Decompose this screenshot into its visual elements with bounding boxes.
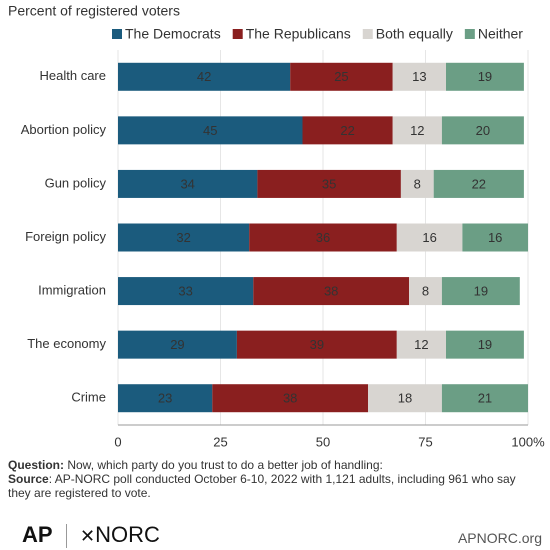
logo-norc-text: NORC: [95, 522, 160, 547]
logo-divider: [66, 524, 67, 548]
x-tick-label: 25: [213, 434, 227, 449]
value-label: 13: [412, 69, 426, 84]
logo-norc: ✕NORC: [80, 522, 160, 548]
value-label: 29: [170, 337, 184, 352]
value-label: 19: [474, 284, 488, 299]
legend-swatch: [112, 29, 122, 39]
legend-swatch: [232, 29, 243, 39]
source: Source: AP-NORC poll conducted October 6…: [8, 472, 538, 500]
legend-swatch: [464, 29, 475, 39]
source-label: Source: [8, 472, 49, 486]
logo-ap: AP: [22, 522, 53, 547]
bar-segment: [253, 277, 410, 306]
bar-segment: [302, 116, 393, 145]
bar-segment: [441, 384, 528, 413]
value-label: 38: [324, 284, 338, 299]
bar-segment: [441, 116, 524, 145]
bar-segment: [433, 169, 524, 198]
value-label: 23: [158, 391, 172, 406]
value-label: 42: [197, 69, 211, 84]
bar-segment: [446, 62, 524, 91]
value-label: 18: [398, 391, 412, 406]
value-label: 25: [334, 69, 348, 84]
value-label: 36: [316, 230, 330, 245]
x-tick-label: 75: [418, 434, 432, 449]
question-text: Now, which party do you trust to do a be…: [67, 458, 383, 472]
bar-segment: [236, 330, 397, 359]
bar-segment: [392, 116, 442, 145]
x-tick-label: 100%: [511, 434, 545, 449]
value-label: 12: [414, 337, 428, 352]
bar-segment: [257, 169, 401, 198]
question-label: Question:: [8, 458, 64, 472]
y-tick-label: Health care: [40, 68, 106, 83]
y-tick-label: Abortion policy: [21, 122, 107, 137]
value-label: 33: [178, 284, 192, 299]
bar-segment: [392, 62, 446, 91]
value-label: 8: [414, 176, 421, 191]
value-label: 16: [488, 230, 502, 245]
bar-segment: [396, 223, 463, 252]
y-tick-label: The economy: [27, 336, 106, 351]
legend-label: Neither: [478, 26, 523, 42]
value-label: 19: [478, 69, 492, 84]
bar-segment: [118, 62, 291, 91]
value-label: 35: [322, 176, 336, 191]
value-label: 39: [310, 337, 324, 352]
site: APNORC.org: [457, 530, 542, 546]
value-label: 45: [203, 123, 217, 138]
y-tick-label: Gun policy: [45, 175, 107, 190]
bar-segment: [462, 223, 528, 252]
value-label: 21: [478, 391, 492, 406]
value-label: 22: [340, 123, 354, 138]
value-label: 34: [180, 176, 194, 191]
value-label: 8: [422, 284, 429, 299]
value-label: 32: [176, 230, 190, 245]
bar-segment: [118, 169, 258, 198]
y-tick-label: Foreign policy: [25, 229, 106, 244]
logo-star: ✕: [80, 526, 96, 546]
bar-segment: [441, 277, 520, 306]
x-tick-label: 0: [114, 434, 121, 449]
value-label: 20: [476, 123, 490, 138]
value-label: 12: [410, 123, 424, 138]
bar-segment: [118, 330, 237, 359]
question: Question: Now, which party do you trust …: [8, 458, 538, 472]
value-label: 22: [472, 176, 486, 191]
bar-segment: [290, 62, 393, 91]
legend-label: The Democrats: [125, 26, 221, 42]
bar-segment: [118, 116, 303, 145]
bar-segment: [446, 330, 524, 359]
value-label: 19: [478, 337, 492, 352]
bar-segment: [400, 169, 434, 198]
bar-segment: [118, 223, 250, 252]
y-tick-label: Crime: [71, 390, 106, 405]
bar-segment: [249, 223, 397, 252]
legend-label: Both equally: [376, 26, 453, 42]
bar-segment: [118, 277, 254, 306]
bar-segment: [409, 277, 442, 306]
value-label: 16: [422, 230, 436, 245]
source-text: : AP-NORC poll conducted October 6-10, 2…: [8, 472, 516, 500]
legend-swatch: [362, 29, 373, 39]
value-label: 38: [283, 391, 297, 406]
x-tick-label: 50: [316, 434, 330, 449]
chart: Percent of registered voters 0 25 50 75 100%…: [8, 3, 545, 450]
bar-segment: [118, 384, 213, 413]
chart-subtitle: Percent of registered voters: [8, 3, 180, 19]
bar-segment: [396, 330, 446, 359]
bar-segment: [212, 384, 369, 413]
y-tick-label: Immigration: [38, 283, 106, 298]
legend-label: The Republicans: [246, 26, 351, 42]
bar-segment: [368, 384, 442, 413]
